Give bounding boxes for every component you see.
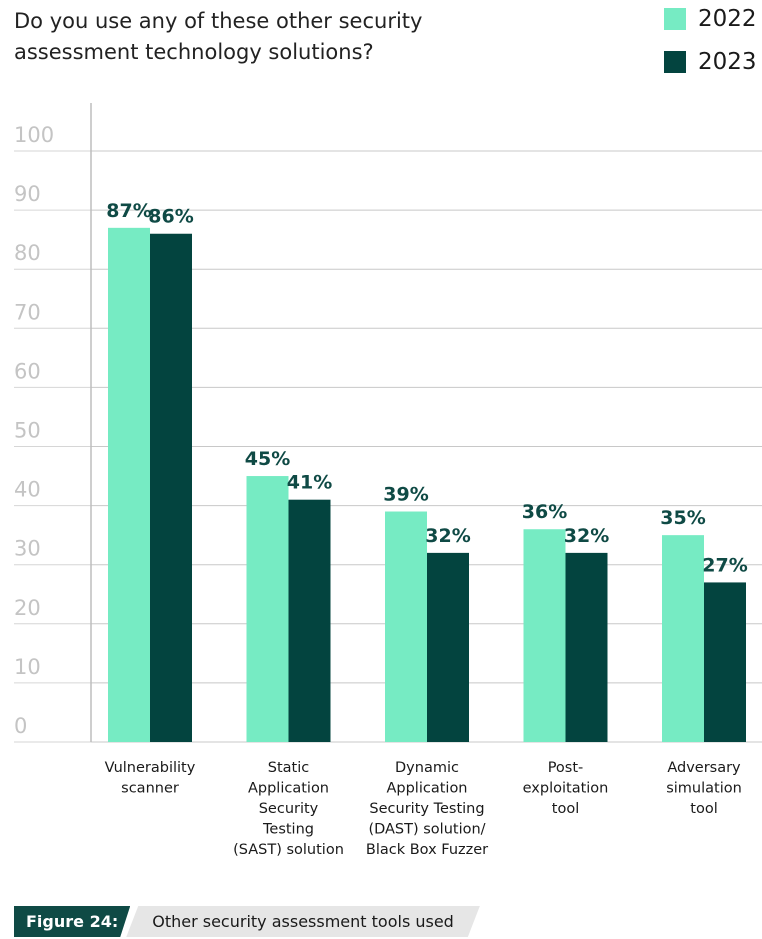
x-category-label-4: Adversary simulation tool [666,760,742,817]
legend-swatch-2022 [664,8,686,30]
legend-label-2022: 2022 [698,6,757,32]
x-category-label-line: Black Box Fuzzer [366,842,488,858]
y-tick-label-60: 60 [14,359,41,383]
x-category-label-0: Vulnerability scanner [105,760,196,797]
x-category-label-line: Application [248,781,329,797]
x-category-label-line: Testing [262,822,314,838]
y-tick-label-20: 20 [14,596,41,620]
x-category-label-line: (DAST) solution/ [368,822,485,838]
legend-swatch-2023 [664,51,686,73]
bar-2022-1 [246,476,289,742]
bar-2023-2 [427,552,469,742]
x-category-label-1: Static Application Security Testing (SAST) s… [233,760,344,858]
y-tick-label-0: 0 [14,714,27,738]
x-category-label-line: Security [259,801,319,817]
figure-caption-text: Other security assessment tools used [126,906,480,937]
data-label-2022-3: 36% [522,501,567,523]
bar-2022-3 [523,529,566,742]
y-tick-label-50: 50 [14,419,41,443]
data-label-2022-1: 45% [245,448,290,470]
x-category-label-2: Dynamic Application Security Testing (DAST)… [366,760,488,858]
y-tick-label-80: 80 [14,241,41,265]
y-tick-label-30: 30 [14,537,41,561]
bar-chart: 0 10 20 30 40 50 60 70 80 90 100 87%86% Vulnerabilit… [14,103,762,858]
legend-label-2023: 2023 [698,49,757,75]
figure-number: Figure 24: [14,906,130,937]
x-category-label-line: simulation [666,781,742,797]
y-tick-label-40: 40 [14,478,41,502]
data-label-2023-1: 41% [287,472,332,494]
legend-item-2022: 2022 [664,6,757,32]
data-label-2022-4: 35% [660,507,705,529]
bar-2022-0 [108,227,150,742]
data-label-2022-2: 39% [383,484,428,506]
x-category-label-line: Security Testing [369,801,484,817]
x-category-label-line: tool [552,801,579,817]
bar-2023-4 [704,582,746,742]
x-category-label-line: Vulnerability [105,760,196,776]
data-label-2023-4: 27% [702,554,747,576]
x-category-label-line: Static [268,760,309,776]
data-label-2022-0: 87% [106,200,151,222]
x-category-label-line: (SAST) solution [233,842,344,858]
chart-title: Do you use any of these other security a… [14,9,423,64]
bar-2023-1 [288,499,331,742]
y-tick-label-90: 90 [14,182,41,206]
x-category-label-line: Dynamic [395,760,459,776]
bar-2022-4 [662,535,704,742]
y-tick-label-100: 100 [14,123,54,147]
y-tick-label-70: 70 [14,300,41,324]
data-label-2023-3: 32% [564,525,609,547]
figure-caption: Figure 24: Other security assessment too… [14,906,480,937]
x-category-label-line: tool [690,801,717,817]
bar-2023-0 [150,233,192,743]
x-category-label-line: Post- [548,760,584,776]
bar-2023-3 [565,552,608,742]
bar-2022-2 [385,511,427,742]
x-category-label-line: Adversary [667,760,741,776]
data-label-2023-2: 32% [425,525,470,547]
x-category-label-3: Post-exploitation tool [523,760,609,817]
y-tick-label-10: 10 [14,655,41,679]
x-category-label-line: exploitation [523,781,609,797]
data-label-2023-0: 86% [148,206,193,228]
x-category-label-line: Application [386,781,467,797]
x-category-label-line: scanner [121,781,179,797]
legend-item-2023: 2023 [664,49,757,75]
